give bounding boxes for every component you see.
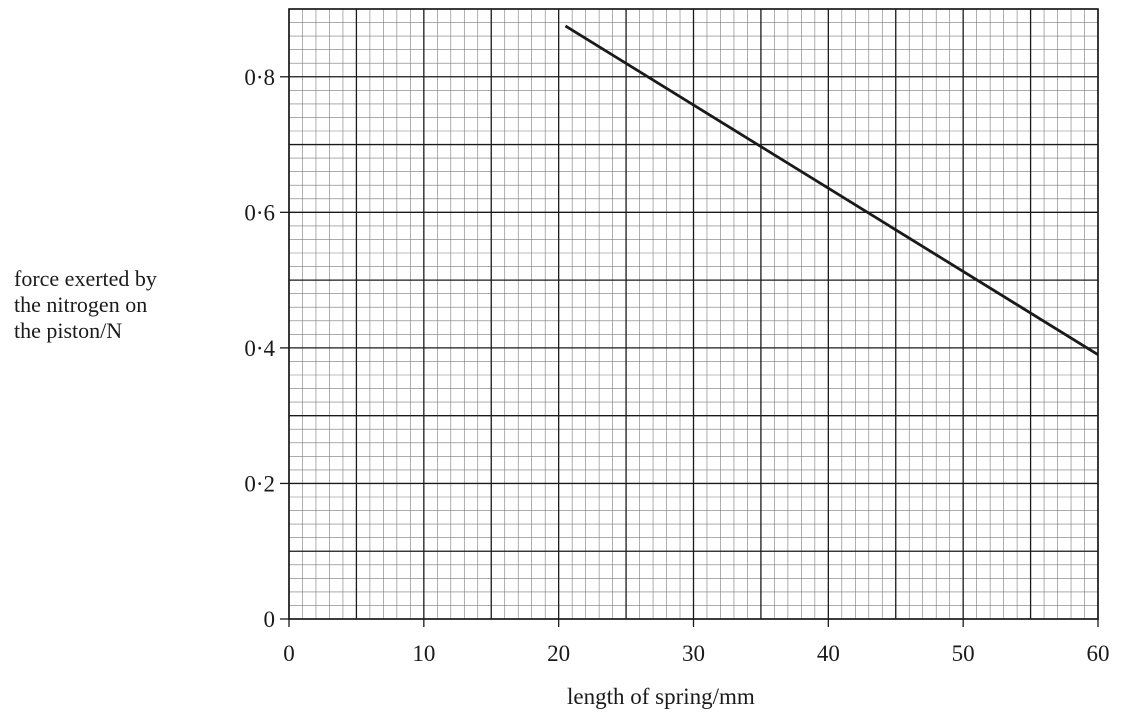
y-tick-label: 0·6 — [244, 200, 275, 225]
x-tick-label: 0 — [283, 641, 295, 666]
x-tick-label: 60 — [1087, 641, 1110, 666]
series-line — [564, 24, 1099, 356]
y-axis-label: force exerted by the nitrogen on the pis… — [14, 266, 234, 344]
y-tick-label: 0 — [264, 607, 276, 632]
x-axis-label: length of spring/mm — [567, 684, 755, 709]
x-tick-label: 10 — [412, 641, 435, 666]
series-group — [564, 24, 1099, 356]
y-tick-label: 0·4 — [244, 336, 275, 361]
axis-ticks: 0 10 20 30 40 50 60 0 0·2 0·4 0·6 0·8 — [244, 65, 1109, 666]
y-tick-label: 0·8 — [244, 65, 275, 90]
y-tick-label: 0·2 — [244, 471, 275, 496]
x-tick-label: 50 — [952, 641, 975, 666]
x-tick-label: 20 — [547, 641, 570, 666]
y-axis-label-line: force exerted by — [14, 266, 157, 291]
x-tick-label: 30 — [682, 641, 705, 666]
y-axis-label-line: the piston/N — [14, 318, 123, 343]
x-tick-label: 40 — [817, 641, 840, 666]
y-axis-label-line: the nitrogen on — [14, 292, 148, 317]
